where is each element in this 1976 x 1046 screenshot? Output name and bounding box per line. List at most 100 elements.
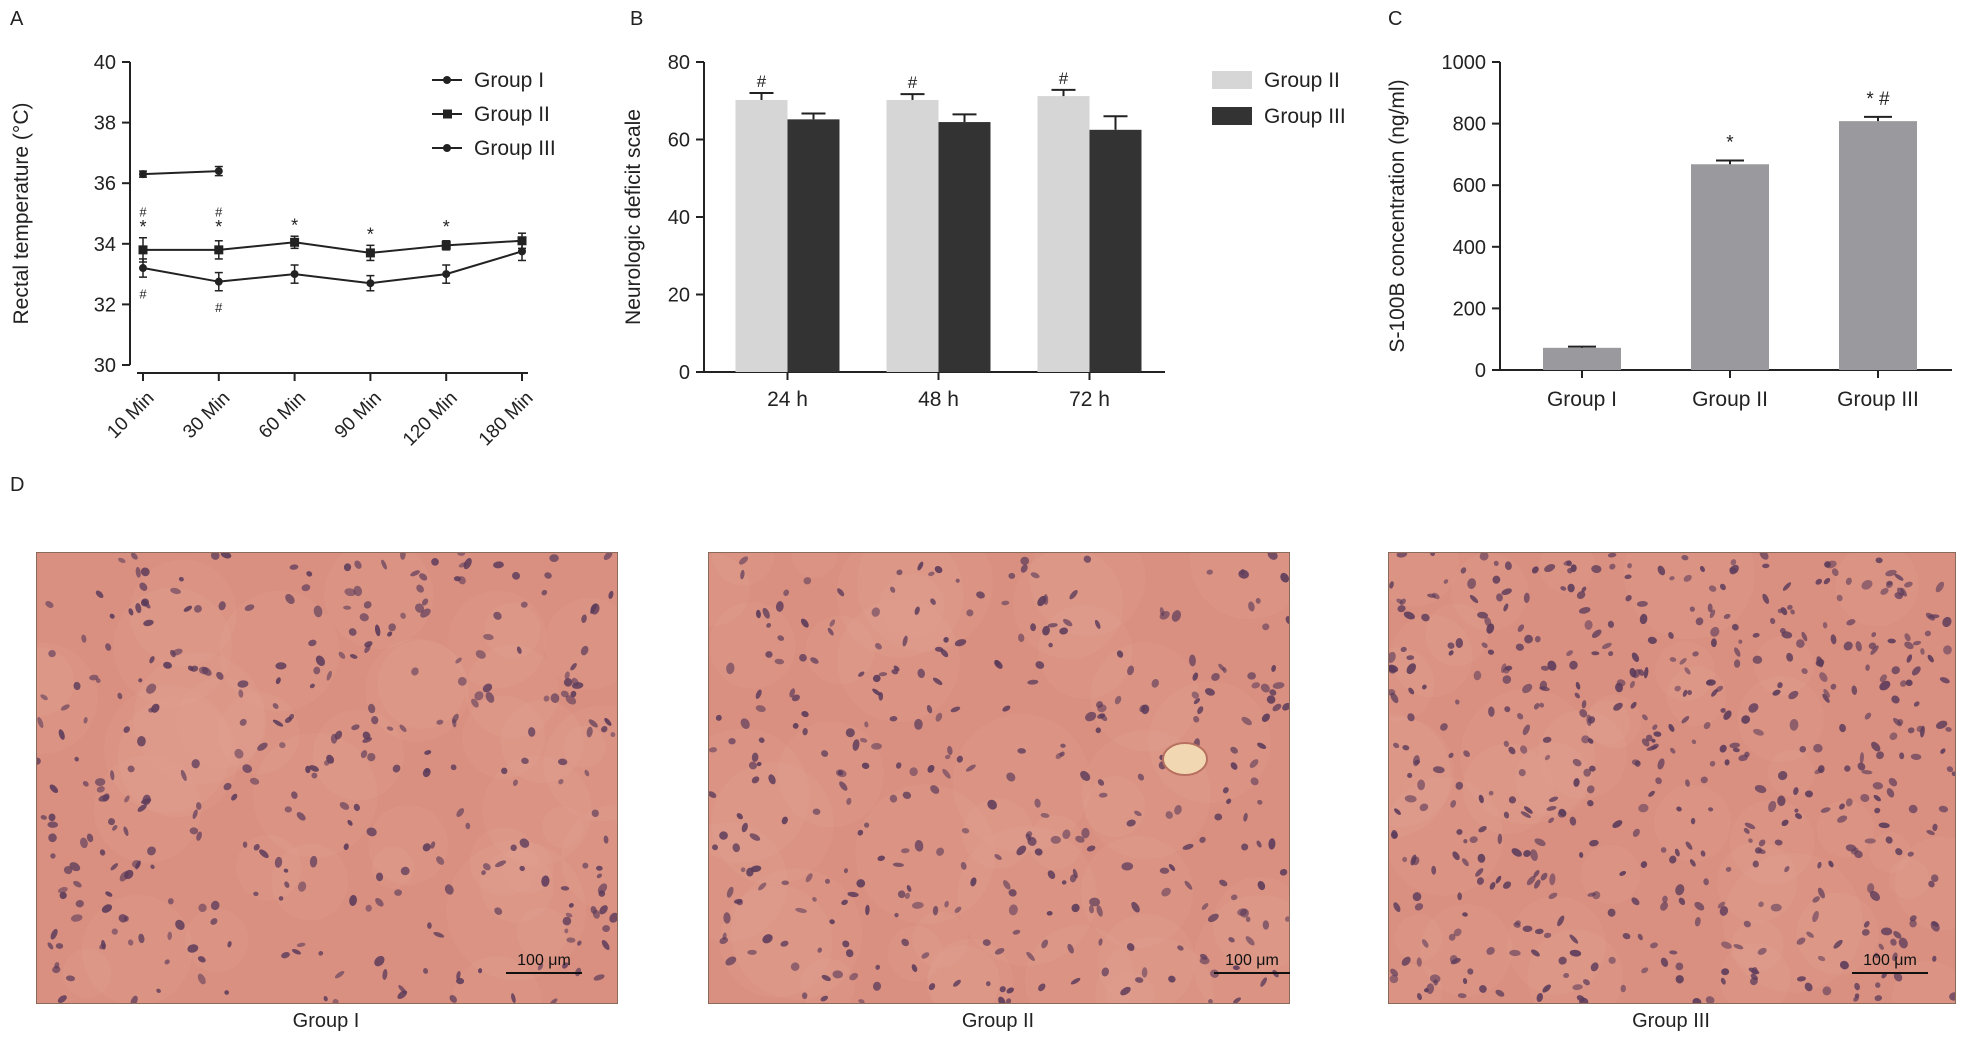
cell-nucleus: [249, 777, 260, 785]
cell-nucleus: [1279, 868, 1288, 876]
cell-nucleus: [1636, 601, 1648, 607]
cell-nucleus: [1904, 641, 1914, 650]
cell-nucleus: [928, 571, 935, 577]
cell-nucleus: [1403, 611, 1415, 620]
cell-nucleus: [1857, 762, 1866, 771]
cell-nucleus: [1268, 838, 1276, 850]
cell-nucleus: [1731, 623, 1739, 631]
cell-nucleus: [1504, 561, 1512, 571]
significance-mark: #: [215, 204, 223, 219]
cell-nucleus: [516, 646, 522, 654]
cell-nucleus: [812, 896, 817, 902]
cell-nucleus: [726, 662, 735, 675]
cell-nucleus: [1260, 977, 1268, 987]
cell-nucleus: [751, 776, 760, 784]
cell-nucleus: [755, 689, 762, 699]
cell-nucleus: [512, 779, 518, 786]
cell-nucleus: [167, 898, 174, 905]
cell-nucleus: [1607, 908, 1616, 917]
cell-nucleus: [1524, 634, 1533, 644]
cell-nucleus: [458, 576, 466, 585]
cell-nucleus: [1703, 878, 1709, 886]
cell-nucleus: [1926, 830, 1935, 836]
cell-nucleus: [1880, 927, 1893, 936]
cell-nucleus: [1864, 838, 1876, 844]
cell-nucleus: [1609, 563, 1616, 570]
cell-nucleus: [135, 603, 142, 614]
cell-nucleus: [1752, 655, 1763, 664]
cell-nucleus: [375, 897, 384, 907]
cell-nucleus: [1448, 933, 1456, 941]
cell-nucleus: [872, 981, 882, 991]
cell-nucleus: [1570, 564, 1577, 573]
cell-nucleus: [1509, 949, 1521, 957]
cell-nucleus: [1796, 937, 1806, 945]
tissue-shading: [324, 553, 434, 649]
cell-nucleus: [1723, 613, 1731, 619]
cell-nucleus: [1630, 701, 1637, 709]
cell-nucleus: [1241, 716, 1252, 726]
cell-nucleus: [1825, 560, 1837, 569]
tissue-shading: [117, 696, 239, 818]
cell-nucleus: [37, 757, 41, 765]
cell-nucleus: [1452, 851, 1460, 861]
legend-label: Group II: [474, 103, 550, 126]
cell-nucleus: [1192, 672, 1199, 681]
cell-nucleus: [108, 818, 116, 826]
bar: [1089, 129, 1142, 372]
tissue-shading: [957, 826, 1097, 966]
cell-nucleus: [581, 614, 587, 623]
cell-nucleus: [50, 853, 56, 859]
cell-nucleus: [1261, 713, 1270, 722]
cell-nucleus: [1096, 701, 1103, 708]
cell-nucleus: [463, 558, 472, 570]
cell-nucleus: [1748, 967, 1760, 975]
cell-nucleus: [994, 854, 1002, 861]
cell-nucleus: [1774, 839, 1783, 846]
cell-nucleus: [602, 925, 611, 932]
cell-nucleus: [1534, 635, 1541, 643]
cell-nucleus: [780, 940, 789, 947]
cell-nucleus: [911, 901, 924, 909]
cell-nucleus: [1503, 603, 1509, 612]
cell-nucleus: [1085, 711, 1097, 722]
cell-nucleus: [590, 603, 597, 614]
cell-nucleus: [1725, 866, 1732, 872]
cell-nucleus: [1844, 765, 1851, 772]
cell-nucleus: [1097, 779, 1105, 786]
cell-nucleus: [1681, 716, 1690, 724]
cell-nucleus: [1719, 583, 1726, 591]
cell-nucleus: [755, 609, 761, 619]
cell-nucleus: [1008, 904, 1018, 916]
cell-nucleus: [1894, 573, 1904, 581]
cell-nucleus: [127, 939, 134, 946]
cell-nucleus: [1404, 795, 1417, 803]
cell-nucleus: [512, 571, 521, 580]
cell-nucleus: [1127, 665, 1135, 676]
cell-nucleus: [741, 822, 748, 833]
cell-nucleus: [598, 890, 606, 897]
tissue-shading: [1515, 742, 1590, 817]
cell-nucleus: [1560, 586, 1567, 591]
cell-nucleus: [930, 785, 940, 794]
cell-nucleus: [1683, 574, 1692, 582]
cell-nucleus: [48, 833, 57, 843]
cell-nucleus: [762, 607, 770, 619]
cell-nucleus: [520, 601, 528, 608]
cell-nucleus: [1430, 553, 1436, 557]
cell-nucleus: [1942, 616, 1952, 628]
cell-nucleus: [1930, 874, 1939, 883]
chart-b-neurologic-deficit: 0 20 40 60 80 Neurologic deficit scale 24 h 48 …: [622, 52, 1346, 411]
tissue-shading: [711, 553, 775, 586]
cell-nucleus: [1443, 579, 1449, 584]
cell-nucleus: [549, 554, 559, 562]
significance-mark: #: [757, 72, 767, 91]
cell-nucleus: [1168, 863, 1176, 871]
cell-nucleus: [1080, 770, 1091, 781]
cell-nucleus: [722, 932, 727, 940]
cell-nucleus: [955, 578, 960, 583]
cell-nucleus: [1070, 977, 1081, 985]
cell-nucleus: [1759, 553, 1769, 560]
cell-nucleus: [1909, 915, 1917, 922]
cell-nucleus: [1524, 806, 1533, 814]
